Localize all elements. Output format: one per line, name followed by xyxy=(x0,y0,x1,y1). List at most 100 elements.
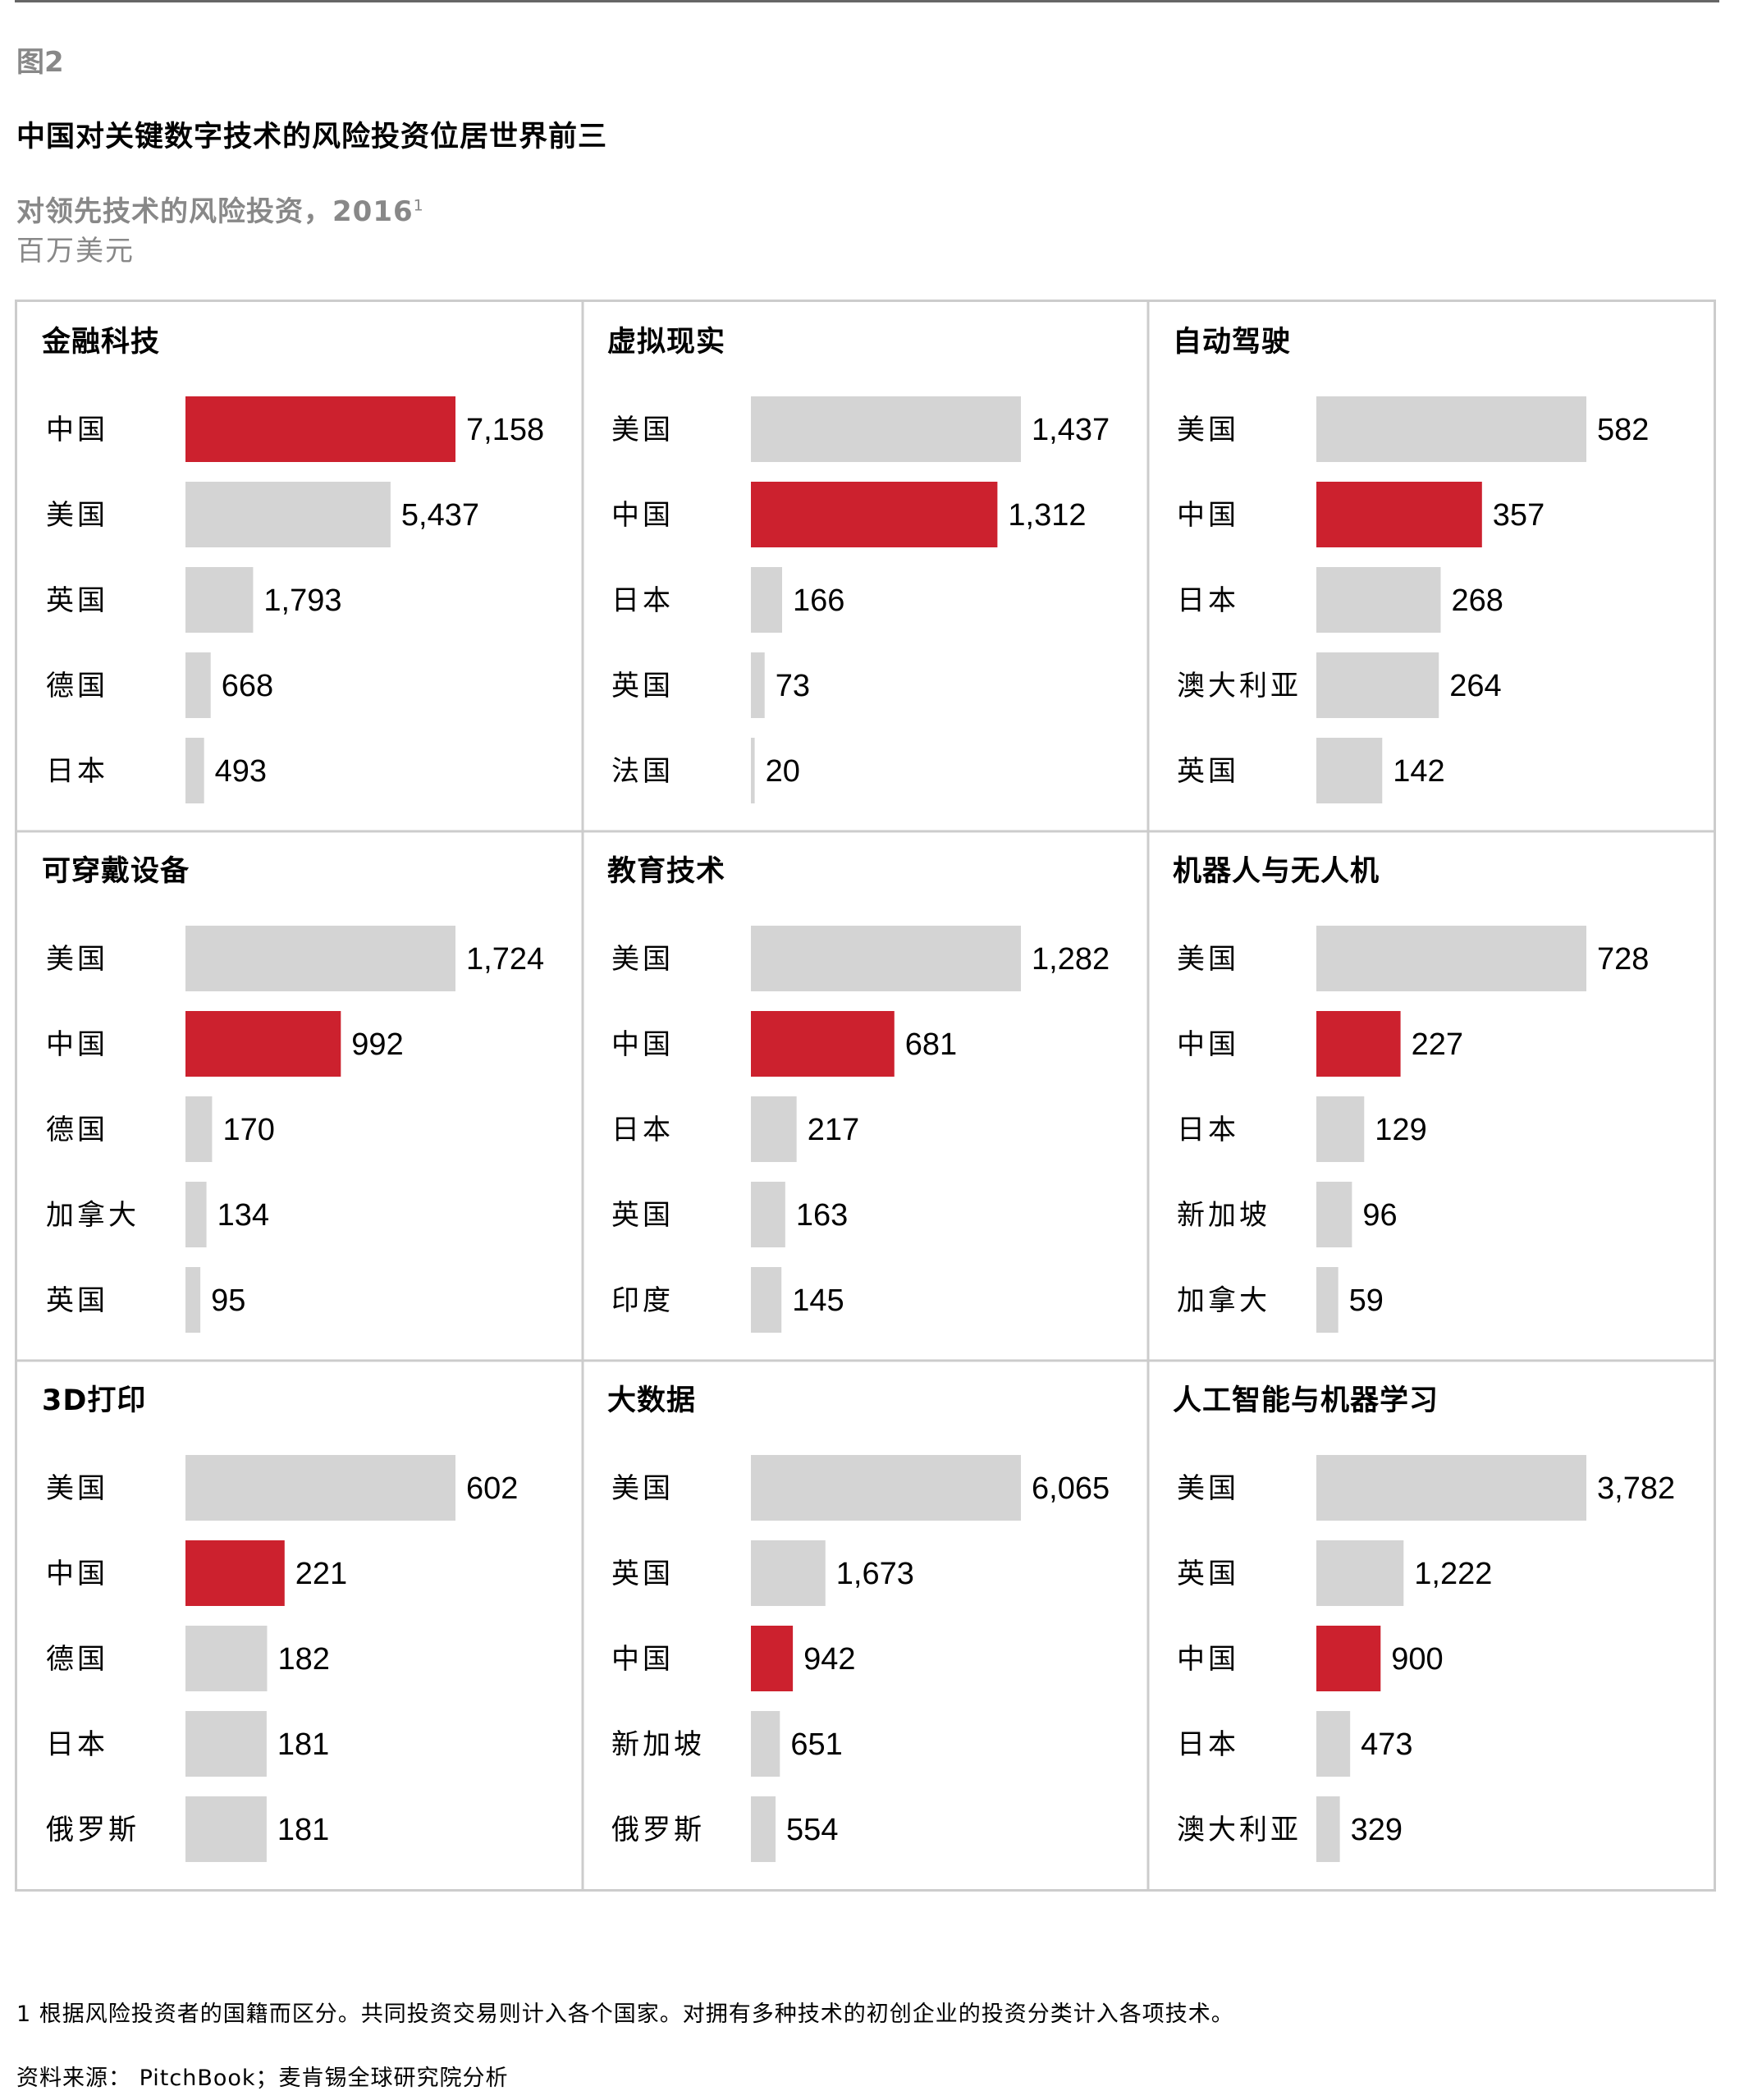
bar xyxy=(185,738,204,803)
value-label: 602 xyxy=(466,1471,518,1506)
country-label: 日本 xyxy=(611,1114,674,1146)
bar xyxy=(1316,1626,1381,1691)
country-label: 法国 xyxy=(611,755,674,788)
bar xyxy=(751,1096,797,1162)
panel-title: 3D打印 xyxy=(42,1384,146,1417)
value-label: 651 xyxy=(790,1727,842,1762)
country-label: 中国 xyxy=(46,414,108,446)
bar xyxy=(185,1796,267,1862)
bar xyxy=(1316,567,1441,633)
figure-subtitle: 对领先技术的风险投资，20161 xyxy=(16,189,424,229)
panel-title: 金融科技 xyxy=(41,325,160,359)
value-label: 145 xyxy=(792,1283,844,1318)
country-label: 美国 xyxy=(1177,414,1239,446)
country-label: 德国 xyxy=(46,670,108,702)
country-label: 俄罗斯 xyxy=(611,1814,705,1846)
bar xyxy=(751,1011,895,1077)
bar xyxy=(1316,1267,1339,1333)
value-label: 73 xyxy=(776,669,810,703)
country-label: 加拿大 xyxy=(1177,1284,1270,1317)
bar xyxy=(751,1455,1021,1521)
country-label: 英国 xyxy=(46,584,108,617)
bar xyxy=(1316,1796,1340,1862)
panel-title: 可穿戴设备 xyxy=(42,855,190,888)
top-rule xyxy=(15,0,1719,2)
value-label: 264 xyxy=(1449,669,1501,703)
value-label: 3,782 xyxy=(1597,1471,1675,1506)
country-label: 日本 xyxy=(46,755,108,788)
value-label: 134 xyxy=(217,1198,269,1233)
country-label: 澳大利亚 xyxy=(1177,1814,1302,1846)
figure-unit: 百万美元 xyxy=(16,235,135,268)
country-label: 英国 xyxy=(46,1284,108,1317)
value-label: 1,724 xyxy=(466,942,544,977)
bar xyxy=(185,1267,201,1333)
bar xyxy=(751,396,1021,462)
bar xyxy=(751,738,755,803)
bar xyxy=(1316,1182,1352,1247)
bar xyxy=(185,482,391,547)
bar xyxy=(1316,652,1439,718)
country-label: 中国 xyxy=(611,499,674,532)
country-label: 美国 xyxy=(1177,1472,1239,1505)
figure-subtitle-text: 对领先技术的风险投资，2016 xyxy=(16,195,414,228)
value-label: 268 xyxy=(1451,583,1503,618)
value-label: 6,065 xyxy=(1032,1471,1110,1506)
country-label: 日本 xyxy=(1177,1114,1239,1146)
value-label: 20 xyxy=(766,754,800,789)
country-label: 美国 xyxy=(46,943,108,976)
bar xyxy=(751,482,998,547)
bar xyxy=(1316,1011,1401,1077)
value-label: 1,222 xyxy=(1414,1557,1492,1591)
country-label: 中国 xyxy=(1177,1643,1239,1676)
value-label: 96 xyxy=(1362,1198,1397,1233)
country-label: 美国 xyxy=(1177,943,1239,976)
panel-title: 人工智能与机器学习 xyxy=(1173,1384,1439,1417)
bar xyxy=(751,1540,826,1606)
value-label: 163 xyxy=(796,1198,848,1233)
value-label: 182 xyxy=(277,1642,329,1677)
value-label: 582 xyxy=(1597,413,1649,447)
value-label: 129 xyxy=(1375,1113,1426,1147)
bar xyxy=(1316,738,1383,803)
bar xyxy=(185,1626,268,1691)
country-label: 新加坡 xyxy=(1177,1199,1270,1232)
value-label: 473 xyxy=(1361,1727,1412,1762)
country-label: 日本 xyxy=(611,584,674,617)
country-label: 新加坡 xyxy=(611,1728,705,1761)
bar xyxy=(1316,1540,1404,1606)
value-label: 493 xyxy=(215,754,267,789)
bar xyxy=(185,1711,267,1777)
value-label: 992 xyxy=(351,1027,403,1062)
country-label: 美国 xyxy=(46,1472,108,1505)
bar xyxy=(185,926,455,991)
value-label: 59 xyxy=(1349,1283,1384,1318)
source-note: 资料来源： PitchBook；麦肯锡全球研究院分析 xyxy=(16,2066,509,2091)
country-label: 中国 xyxy=(611,1028,674,1061)
value-label: 728 xyxy=(1597,942,1649,977)
value-label: 668 xyxy=(222,669,273,703)
bar xyxy=(185,1540,285,1606)
bar xyxy=(1316,396,1586,462)
bar xyxy=(185,1455,455,1521)
country-label: 英国 xyxy=(611,1199,674,1232)
country-label: 中国 xyxy=(46,1028,108,1061)
country-label: 英国 xyxy=(1177,755,1239,788)
bar xyxy=(751,1711,780,1777)
value-label: 181 xyxy=(277,1727,329,1762)
country-label: 中国 xyxy=(611,1643,674,1676)
value-label: 7,158 xyxy=(466,413,544,447)
country-label: 日本 xyxy=(1177,584,1239,617)
value-label: 1,673 xyxy=(836,1557,914,1591)
value-label: 329 xyxy=(1351,1813,1403,1847)
value-label: 95 xyxy=(211,1283,245,1318)
panel-title: 机器人与无人机 xyxy=(1173,855,1380,888)
bar xyxy=(1316,1711,1351,1777)
